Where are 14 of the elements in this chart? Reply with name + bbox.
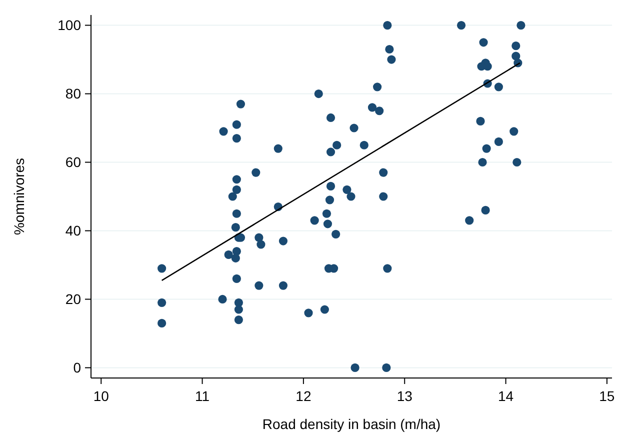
x-tick-label: 12 [296,388,312,404]
y-tick-label: 60 [65,154,82,170]
x-tick-label: 15 [599,388,615,404]
y-tick-label: 80 [65,86,82,102]
x-tick-label: 14 [498,388,514,404]
x-tick-label: 11 [195,388,210,404]
x-tick-label: 10 [93,388,110,404]
x-tick-label: 13 [396,388,413,404]
y-tick-label: 0 [73,360,82,376]
y-tick-label: 20 [65,291,82,308]
x-axis-title: Road density in basin (m/ha) [262,416,441,432]
y-tick-label: 100 [58,17,82,34]
y-axis-title: %omnivores [11,158,27,236]
y-tick-label: 40 [65,222,82,239]
